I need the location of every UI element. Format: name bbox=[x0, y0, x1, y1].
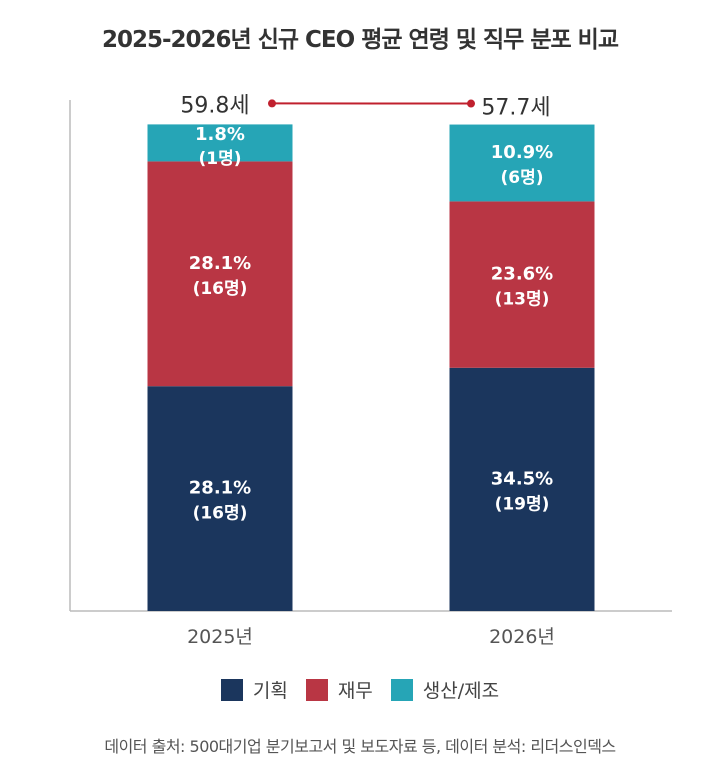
data-count-label: (1명) bbox=[198, 149, 241, 169]
bar-segment-1-0 bbox=[147, 161, 293, 387]
age-point bbox=[467, 99, 475, 108]
chart-title: 2025-2026년 신규 CEO 평균 연령 및 직무 분포 비교 bbox=[101, 27, 619, 53]
bar-segment-0-1 bbox=[449, 367, 595, 611]
data-count-label: (19명) bbox=[495, 494, 550, 514]
data-count-label: (16명) bbox=[193, 504, 248, 524]
legend-swatch bbox=[220, 678, 243, 701]
x-tick-label: 2025년 bbox=[187, 626, 253, 648]
bar-segment-2-1 bbox=[449, 124, 595, 202]
source-note: 데이터 출처: 500대기업 분기보고서 및 보도자료 등, 데이터 분석: 리… bbox=[104, 737, 616, 756]
age-label: 59.8세 bbox=[180, 93, 249, 118]
age-point bbox=[268, 99, 276, 108]
x-tick-label: 2026년 bbox=[489, 626, 555, 648]
data-count-label: (13명) bbox=[495, 290, 550, 310]
data-label: 34.5% bbox=[491, 468, 553, 489]
bar-segment-2-0 bbox=[147, 124, 293, 162]
legend-item-planning: 기획 bbox=[220, 676, 288, 703]
legend-item-finance: 재무 bbox=[305, 676, 373, 703]
legend: 기획 재무 생산/제조 bbox=[0, 676, 720, 703]
data-label: 10.9% bbox=[491, 142, 553, 163]
data-label: 28.1% bbox=[189, 253, 251, 274]
data-count-label: (6명) bbox=[500, 168, 543, 188]
age-label: 57.7세 bbox=[481, 96, 550, 121]
legend-label: 기획 bbox=[252, 680, 288, 702]
bar-segment-0-0 bbox=[147, 386, 293, 611]
legend-label: 재무 bbox=[337, 680, 373, 702]
data-label: 23.6% bbox=[491, 264, 553, 285]
data-label: 1.8% bbox=[195, 124, 245, 145]
bar-segment-1-1 bbox=[449, 201, 595, 368]
legend-item-production: 생산/제조 bbox=[390, 676, 500, 703]
legend-swatch bbox=[390, 678, 413, 701]
legend-swatch bbox=[305, 678, 328, 701]
data-count-label: (16명) bbox=[193, 279, 248, 299]
legend-label: 생산/제조 bbox=[422, 680, 500, 702]
data-label: 28.1% bbox=[189, 478, 251, 499]
